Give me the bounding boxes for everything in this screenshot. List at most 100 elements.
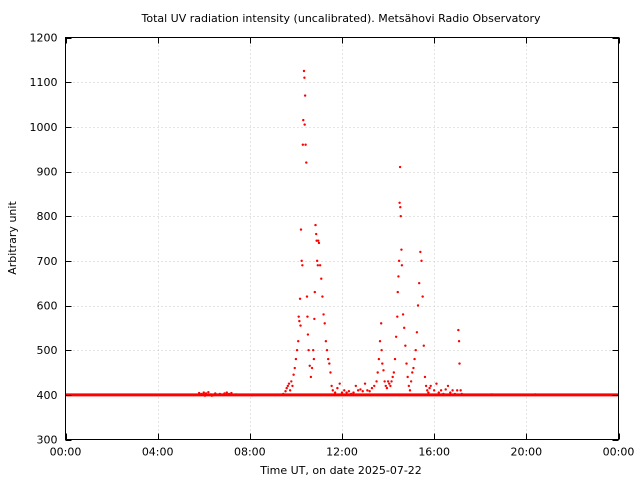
data-point — [350, 392, 353, 396]
data-point — [301, 264, 304, 267]
data-point — [320, 277, 323, 280]
data-point — [301, 143, 305, 146]
data-point — [312, 357, 316, 361]
data-point — [304, 143, 307, 146]
data-point — [202, 391, 205, 394]
chart-title: Total UV radiation intensity (uncalibrat… — [141, 12, 541, 25]
data-point — [308, 364, 311, 367]
y-tick-label: 300 — [37, 434, 58, 447]
data-point — [234, 393, 238, 396]
x-tick-label: 08:00 — [234, 446, 266, 459]
y-tick-label: 600 — [37, 300, 58, 313]
data-point — [317, 239, 320, 242]
data-point — [305, 295, 309, 298]
data-point — [490, 393, 493, 396]
data-point — [288, 389, 292, 392]
data-point — [370, 386, 374, 390]
y-tick-label: 1200 — [30, 32, 58, 45]
data-point — [424, 384, 428, 388]
data-point — [457, 328, 460, 332]
data-point — [322, 313, 325, 316]
data-point — [378, 340, 382, 343]
data-point — [413, 357, 416, 361]
data-point — [321, 295, 324, 298]
data-point — [373, 384, 376, 388]
data-point — [218, 392, 222, 396]
data-point — [399, 206, 402, 209]
data-point — [314, 232, 318, 236]
data-point — [331, 389, 334, 392]
data-point — [294, 357, 298, 361]
data-point — [400, 248, 403, 251]
x-tick-label: 16:00 — [418, 446, 450, 459]
data-point — [404, 344, 407, 347]
data-point — [534, 393, 537, 396]
data-point — [379, 322, 383, 325]
data-point — [250, 394, 254, 397]
data-point — [303, 123, 306, 126]
data-point — [338, 382, 341, 385]
data-point — [458, 362, 461, 365]
data-point — [299, 324, 302, 327]
y-axis-label: Arbitrary unit — [6, 201, 19, 275]
data-point — [359, 388, 362, 391]
data-point — [459, 389, 462, 392]
data-point — [403, 326, 406, 330]
data-point — [389, 384, 392, 388]
tick-labels: 00:00 04:00 08:00 12:00 16:00 20:00 00:0030040… — [30, 32, 635, 459]
data-point — [329, 371, 332, 374]
y-tick-label: 400 — [37, 389, 58, 402]
data-point — [286, 384, 290, 388]
data-point — [316, 264, 320, 267]
data-point — [385, 386, 389, 390]
data-point — [313, 290, 317, 294]
data-point — [207, 390, 210, 394]
data-point — [405, 362, 408, 365]
data-point — [417, 281, 421, 285]
data-point — [388, 382, 391, 385]
data-point — [384, 384, 387, 388]
data-point — [399, 214, 402, 218]
data-point — [419, 250, 422, 254]
data-point — [429, 384, 432, 388]
data-point — [340, 391, 344, 394]
data-point — [363, 382, 367, 385]
data-point — [382, 369, 385, 372]
data-point — [415, 331, 419, 334]
data-point — [435, 382, 438, 385]
data-point — [361, 390, 364, 393]
data-point — [386, 380, 390, 383]
data-point — [397, 275, 400, 278]
data-point — [456, 389, 459, 392]
data-point — [324, 340, 328, 343]
data-point — [457, 340, 461, 343]
data-point — [295, 348, 299, 352]
data-point — [412, 366, 415, 370]
data-point — [291, 384, 294, 388]
data-point — [398, 201, 401, 204]
data-point — [400, 264, 404, 267]
data-point — [210, 394, 214, 397]
data-point — [315, 259, 319, 263]
data-point — [307, 348, 310, 352]
data-point — [312, 348, 315, 352]
data-point — [323, 322, 326, 325]
data-point — [422, 344, 425, 347]
data-point — [225, 391, 228, 394]
x-axis-label: Time UT, on date 2025-07-22 — [259, 464, 422, 477]
data-point — [396, 315, 399, 318]
data-point — [411, 371, 414, 374]
data-point — [408, 389, 412, 392]
data-point — [376, 371, 379, 374]
data-point — [326, 357, 330, 361]
data-point — [460, 392, 464, 396]
data-point — [347, 390, 351, 393]
data-point — [306, 315, 309, 318]
data-point — [230, 391, 233, 395]
data-point — [394, 335, 398, 338]
data-point — [313, 317, 316, 321]
data-point — [427, 391, 430, 394]
data-point — [397, 259, 401, 263]
data-point — [200, 392, 203, 396]
data-points — [65, 69, 619, 397]
